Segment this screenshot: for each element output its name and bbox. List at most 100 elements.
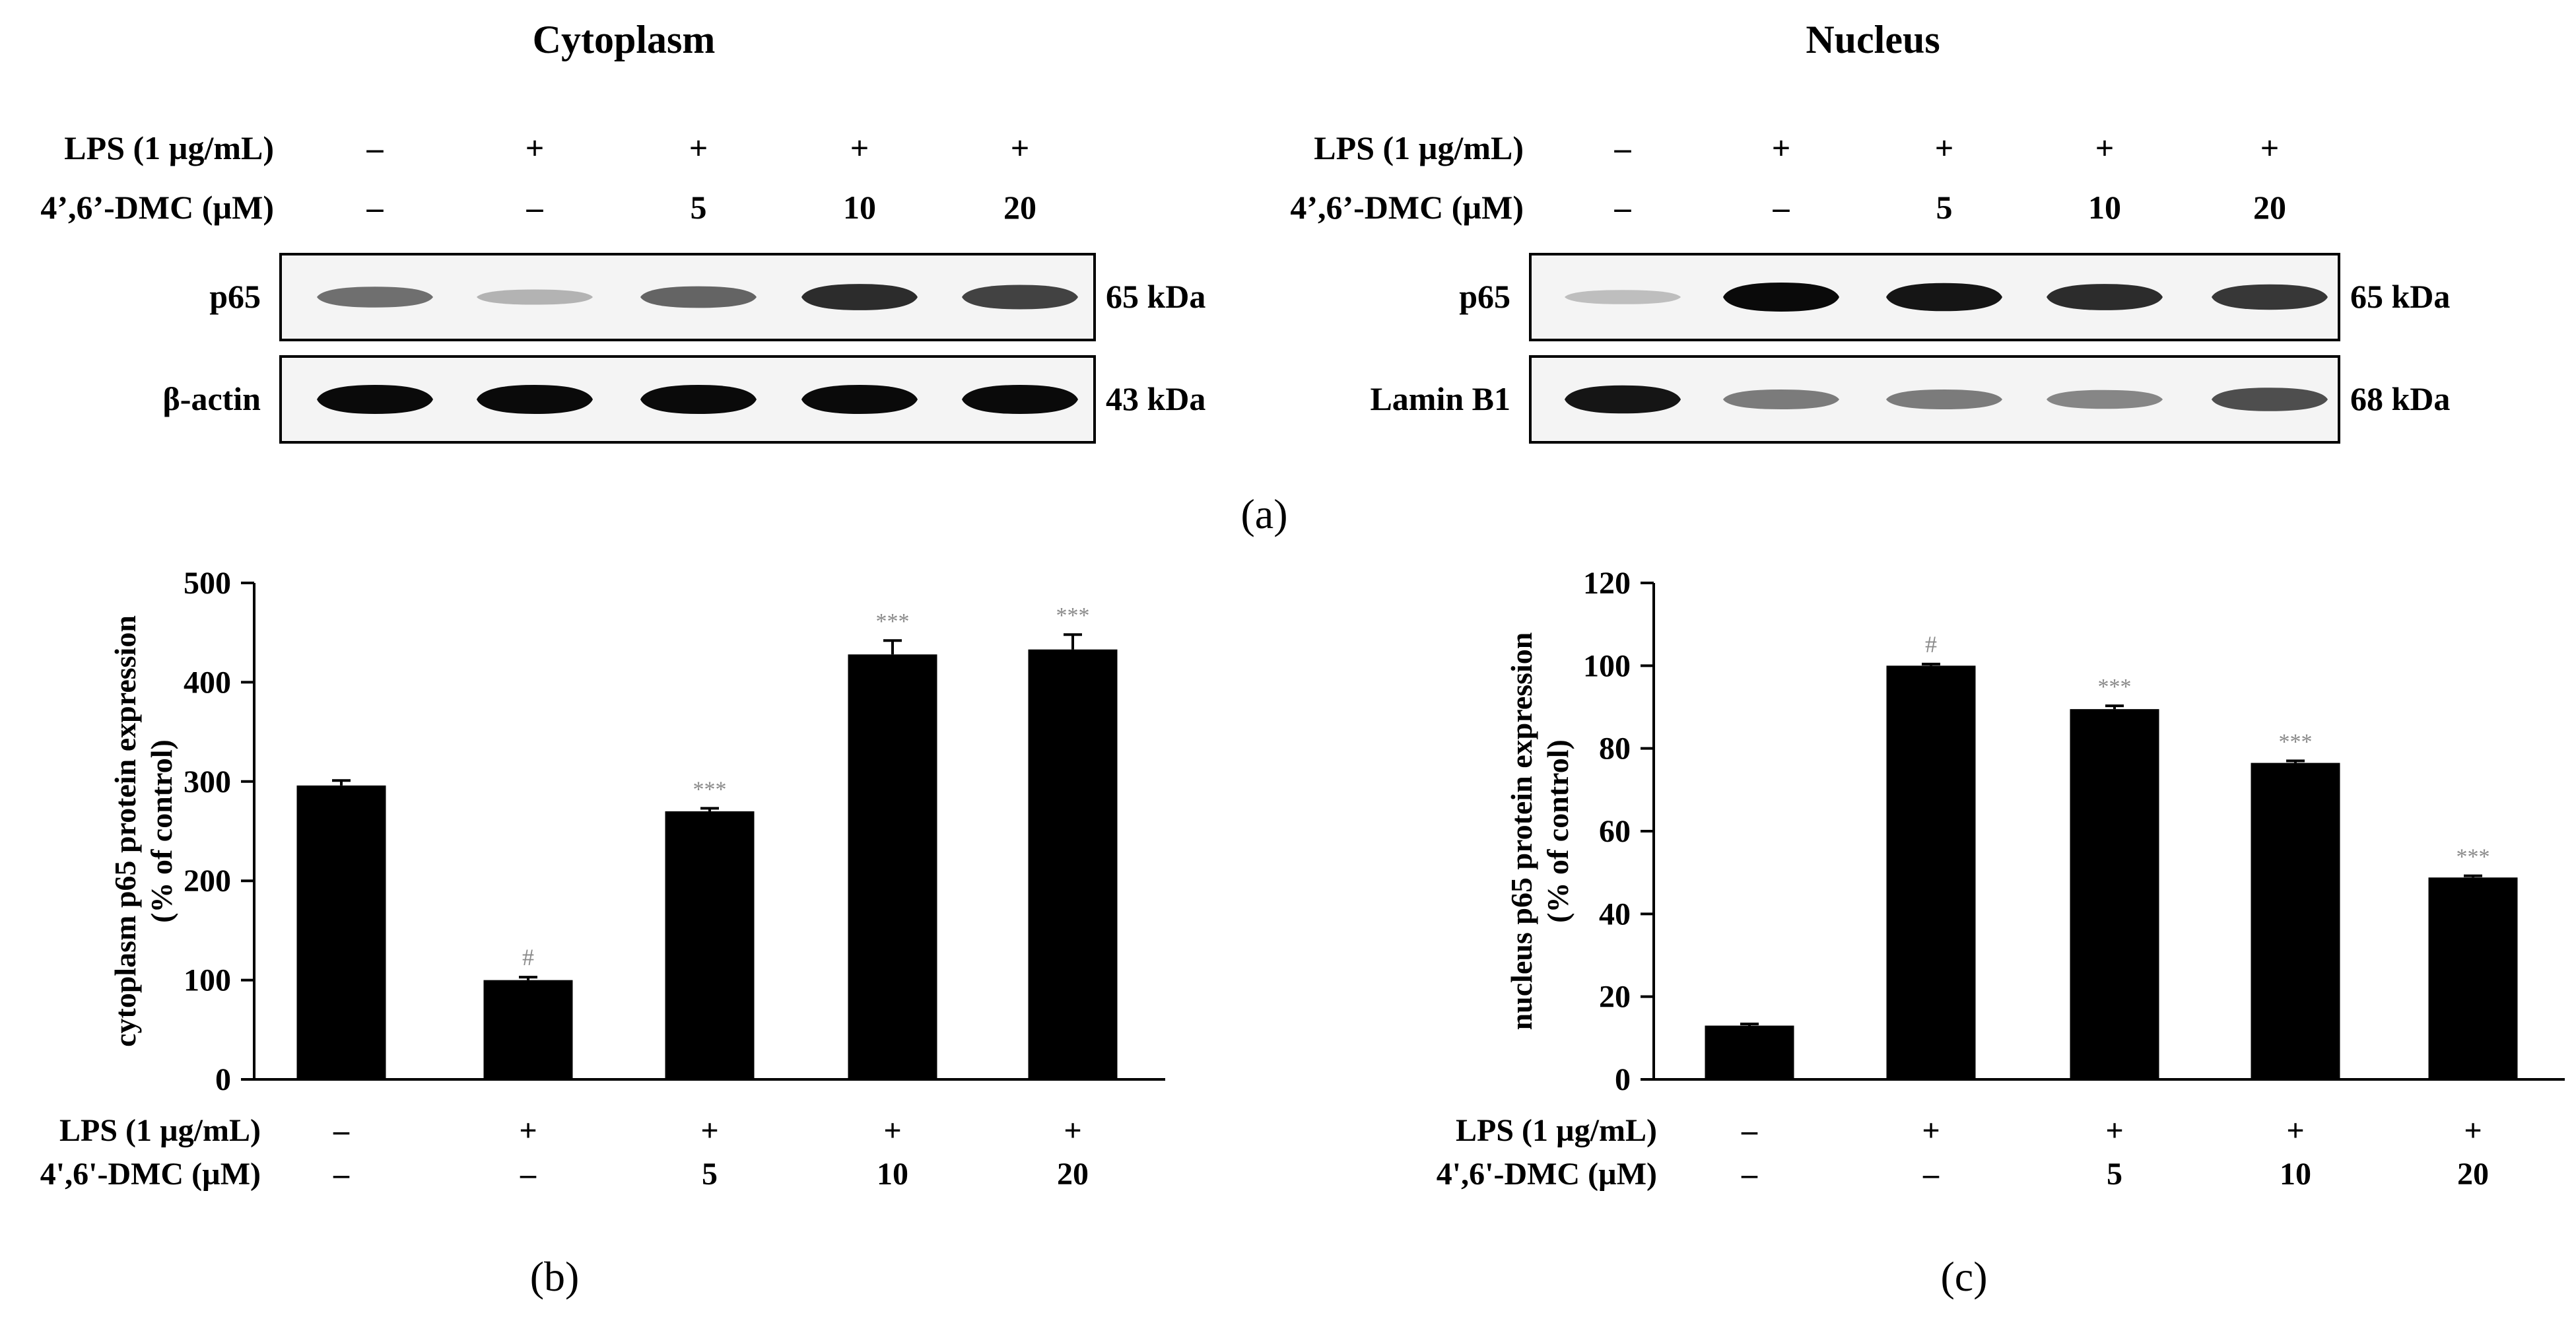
treatment-value: 5 bbox=[1936, 189, 1953, 226]
y-tick-label: 100 bbox=[184, 963, 231, 998]
band-row-lamin-b1: Lamin B1 68 kDa bbox=[1370, 355, 2450, 444]
blot-band bbox=[317, 385, 433, 414]
treatment-value: 20 bbox=[1003, 189, 1036, 226]
blot-band bbox=[1886, 283, 2002, 312]
x-row-label: 4',6'-DMC (µM) bbox=[1437, 1157, 1657, 1192]
bar bbox=[296, 785, 386, 1079]
panel-label: (c) bbox=[1940, 1253, 1987, 1300]
band-name: p65 bbox=[1459, 278, 1510, 315]
significance-mark: *** bbox=[1056, 603, 1090, 628]
treatment-label: 4’,6’-DMC (µM) bbox=[40, 189, 274, 226]
x-row-value: + bbox=[519, 1113, 537, 1148]
blot-band bbox=[640, 286, 757, 308]
treatment-value: – bbox=[1614, 129, 1632, 166]
blot-band bbox=[2047, 390, 2163, 409]
y-tick-label: 0 bbox=[215, 1062, 231, 1097]
significance-mark: *** bbox=[2457, 845, 2490, 869]
band-name: β-actin bbox=[162, 380, 261, 417]
significance-mark: *** bbox=[693, 777, 727, 801]
y-tick-label: 100 bbox=[1583, 648, 1631, 683]
x-row-value: + bbox=[700, 1113, 718, 1148]
significance-mark: *** bbox=[2279, 729, 2313, 754]
treatment-value: + bbox=[1772, 129, 1791, 166]
x-row-value: – bbox=[520, 1157, 537, 1192]
x-row-value: + bbox=[1922, 1113, 1940, 1148]
panel-label: (b) bbox=[530, 1253, 580, 1300]
band-row-p65: p65 65 kDa bbox=[209, 253, 1205, 341]
treatment-label: LPS (1 µg/mL) bbox=[64, 129, 274, 166]
bar bbox=[1028, 649, 1118, 1079]
x-row-value: + bbox=[2286, 1113, 2304, 1148]
blot-band bbox=[801, 284, 918, 310]
y-tick-label: 200 bbox=[184, 864, 231, 899]
significance-mark: *** bbox=[876, 609, 910, 634]
x-row-value: + bbox=[883, 1113, 901, 1148]
x-row-value: 5 bbox=[702, 1157, 718, 1192]
blot-band bbox=[640, 385, 757, 414]
x-row-label: LPS (1 µg/mL) bbox=[59, 1113, 261, 1148]
bar bbox=[483, 980, 573, 1079]
bar bbox=[1886, 665, 1976, 1079]
treatment-label: LPS (1 µg/mL) bbox=[1314, 129, 1524, 166]
significance-mark: # bbox=[1925, 631, 1937, 658]
blot-band bbox=[317, 287, 433, 308]
treatment-value: – bbox=[1614, 189, 1632, 226]
x-row-label: LPS (1 µg/mL) bbox=[1456, 1113, 1657, 1148]
y-tick-label: 0 bbox=[1615, 1062, 1631, 1097]
bar bbox=[2070, 709, 2159, 1079]
x-row-value: + bbox=[2105, 1113, 2123, 1148]
band-name: p65 bbox=[209, 278, 261, 315]
band-row--actin: β-actin 43 kDa bbox=[162, 355, 1205, 444]
treatment-value: + bbox=[2095, 129, 2115, 166]
y-tick-label: 20 bbox=[1599, 980, 1631, 1015]
treatment-value: – bbox=[1773, 189, 1790, 226]
y-axis-label-unit: (% of control) bbox=[145, 739, 178, 923]
x-row-value: 10 bbox=[877, 1157, 908, 1192]
significance-mark: # bbox=[522, 944, 534, 970]
bar bbox=[2428, 877, 2518, 1079]
treatment-value: 10 bbox=[2088, 189, 2121, 226]
blot-band bbox=[1723, 390, 1839, 409]
blot-band bbox=[2212, 388, 2328, 411]
treatment-value: – bbox=[366, 129, 384, 166]
x-row-value: 20 bbox=[2457, 1157, 2489, 1192]
treatment-value: – bbox=[366, 189, 384, 226]
chart-c: 0 20 40 60 80 100 120 nucleus p65 protein expre… bbox=[1437, 566, 2565, 1300]
y-axis-label: nucleus p65 protein expression bbox=[1505, 632, 1538, 1031]
blot-title: Nucleus bbox=[1806, 18, 1940, 61]
bar bbox=[1705, 1025, 1794, 1079]
chart-b: 0 100 200 300 400 500 cytoplasm p65 protein ex… bbox=[40, 566, 1165, 1300]
x-row-value: – bbox=[1741, 1157, 1758, 1192]
treatment-value: + bbox=[525, 129, 545, 166]
y-tick-label: 400 bbox=[184, 665, 231, 700]
x-row-value: – bbox=[333, 1157, 350, 1192]
x-row-value: – bbox=[1922, 1157, 1940, 1192]
x-row-value: – bbox=[333, 1113, 350, 1148]
blot-band bbox=[962, 285, 1078, 310]
band-size: 65 kDa bbox=[1106, 278, 1205, 315]
band-size: 68 kDa bbox=[2350, 380, 2450, 417]
treatment-value: + bbox=[689, 129, 708, 166]
x-row-value: + bbox=[2464, 1113, 2482, 1148]
treatment-value: + bbox=[1935, 129, 1954, 166]
y-axis-label-unit: (% of control) bbox=[1541, 739, 1575, 923]
x-row-value: 5 bbox=[2107, 1157, 2122, 1192]
blot-band bbox=[801, 385, 918, 414]
treatment-value: 5 bbox=[691, 189, 707, 226]
x-row-value: + bbox=[1064, 1113, 1081, 1148]
treatment-value: 10 bbox=[843, 189, 876, 226]
treatment-label: 4’,6’-DMC (µM) bbox=[1290, 189, 1524, 226]
y-tick-label: 300 bbox=[184, 764, 231, 799]
x-row-value: – bbox=[1741, 1113, 1758, 1148]
y-tick-label: 40 bbox=[1599, 897, 1631, 932]
treatment-value: 20 bbox=[2253, 189, 2286, 226]
y-axis-label: cytoplasm p65 protein expression bbox=[108, 615, 142, 1047]
blot-nucleus: Nucleus LPS (1 µg/mL) – + + + +4’,6’-DMC (µM) –… bbox=[1290, 18, 2450, 444]
x-row-label: 4',6'-DMC (µM) bbox=[40, 1157, 261, 1192]
blot-band bbox=[1565, 385, 1681, 414]
treatment-value: + bbox=[1011, 129, 1030, 166]
blot-band bbox=[2212, 284, 2328, 310]
bar bbox=[848, 654, 937, 1079]
